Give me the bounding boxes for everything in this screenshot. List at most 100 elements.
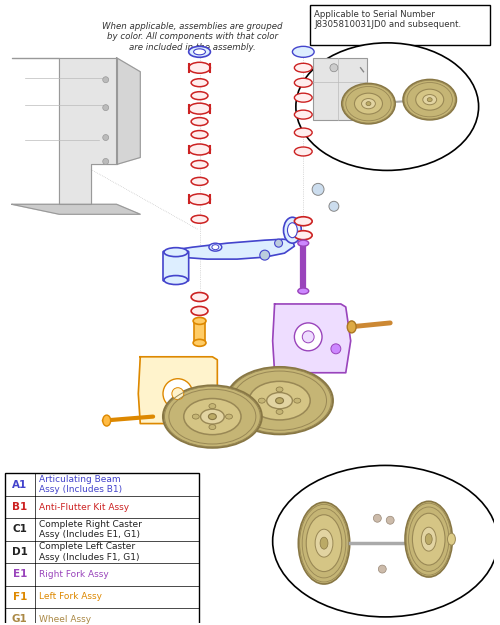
Ellipse shape: [294, 128, 312, 137]
Ellipse shape: [294, 78, 312, 88]
Ellipse shape: [354, 93, 382, 114]
Ellipse shape: [209, 424, 216, 429]
Ellipse shape: [192, 414, 199, 419]
Ellipse shape: [208, 414, 216, 419]
Ellipse shape: [294, 231, 312, 239]
Circle shape: [102, 159, 108, 164]
Text: F1: F1: [12, 592, 27, 602]
Ellipse shape: [191, 215, 208, 223]
Ellipse shape: [191, 118, 208, 126]
Ellipse shape: [191, 292, 208, 301]
Polygon shape: [272, 304, 350, 372]
Ellipse shape: [258, 398, 266, 403]
Ellipse shape: [320, 537, 328, 549]
Ellipse shape: [315, 529, 333, 557]
Circle shape: [302, 331, 314, 343]
Ellipse shape: [294, 398, 301, 403]
Circle shape: [163, 379, 192, 409]
Ellipse shape: [284, 217, 302, 243]
Ellipse shape: [306, 515, 342, 571]
Circle shape: [212, 402, 220, 411]
Ellipse shape: [366, 102, 371, 106]
Text: D1: D1: [12, 547, 28, 557]
Ellipse shape: [298, 240, 308, 246]
Text: B1: B1: [12, 502, 28, 512]
Circle shape: [294, 323, 322, 351]
Ellipse shape: [191, 306, 208, 316]
Circle shape: [331, 344, 341, 354]
Ellipse shape: [412, 513, 445, 565]
Ellipse shape: [164, 276, 188, 284]
Ellipse shape: [296, 43, 478, 171]
Ellipse shape: [294, 110, 312, 119]
Ellipse shape: [191, 79, 208, 87]
Text: Articulating Beam
Assy (Includes B1): Articulating Beam Assy (Includes B1): [38, 475, 121, 494]
Ellipse shape: [226, 367, 333, 434]
Ellipse shape: [212, 244, 219, 249]
Ellipse shape: [188, 194, 210, 205]
Ellipse shape: [292, 46, 314, 58]
Ellipse shape: [342, 84, 395, 124]
Ellipse shape: [188, 144, 210, 155]
Polygon shape: [12, 204, 140, 214]
Ellipse shape: [102, 415, 110, 426]
Ellipse shape: [184, 399, 241, 434]
Polygon shape: [12, 58, 117, 204]
Ellipse shape: [226, 414, 232, 419]
Ellipse shape: [200, 409, 224, 424]
Ellipse shape: [347, 321, 356, 333]
Text: Anti-Flutter Kit Assy: Anti-Flutter Kit Assy: [38, 503, 128, 511]
Ellipse shape: [164, 248, 188, 257]
Ellipse shape: [298, 503, 350, 584]
Ellipse shape: [276, 398, 283, 404]
Text: When applicable, assemblies are grouped
by color. All components with that color: When applicable, assemblies are grouped …: [102, 22, 283, 52]
Ellipse shape: [191, 131, 208, 139]
Ellipse shape: [276, 387, 283, 392]
Ellipse shape: [209, 404, 216, 409]
Polygon shape: [116, 58, 140, 164]
Ellipse shape: [448, 533, 456, 545]
Text: Applicable to Serial Number
J8305810031JD0 and subsequent.: Applicable to Serial Number J8305810031J…: [314, 10, 462, 29]
Ellipse shape: [298, 288, 308, 294]
Polygon shape: [166, 239, 294, 259]
Ellipse shape: [422, 528, 436, 551]
Circle shape: [374, 514, 382, 522]
Text: Left Fork Assy: Left Fork Assy: [38, 592, 102, 601]
Ellipse shape: [294, 93, 312, 102]
Text: Complete Right Caster
Assy (Includes E1, G1): Complete Right Caster Assy (Includes E1,…: [38, 520, 142, 539]
Ellipse shape: [188, 46, 210, 58]
Text: Complete Left Caster
Assy (Includes F1, G1): Complete Left Caster Assy (Includes F1, …: [38, 542, 139, 562]
Ellipse shape: [194, 49, 205, 55]
Text: E1: E1: [12, 569, 27, 579]
Polygon shape: [138, 357, 218, 424]
Text: Wheel Assy: Wheel Assy: [38, 614, 90, 624]
Ellipse shape: [405, 501, 452, 577]
Circle shape: [312, 183, 324, 196]
Ellipse shape: [266, 392, 292, 409]
Ellipse shape: [193, 318, 206, 324]
Circle shape: [330, 64, 338, 72]
Circle shape: [102, 77, 108, 82]
Circle shape: [329, 201, 339, 211]
Circle shape: [182, 407, 190, 414]
Ellipse shape: [191, 177, 208, 186]
Bar: [194, 321, 205, 343]
Ellipse shape: [362, 99, 376, 109]
Ellipse shape: [276, 409, 283, 414]
Circle shape: [274, 239, 282, 247]
Text: Right Fork Assy: Right Fork Assy: [38, 570, 108, 579]
Ellipse shape: [427, 98, 432, 102]
Ellipse shape: [188, 103, 210, 114]
Ellipse shape: [191, 92, 208, 99]
Circle shape: [260, 250, 270, 260]
Circle shape: [196, 409, 203, 417]
Ellipse shape: [249, 381, 310, 420]
Circle shape: [172, 388, 184, 399]
Ellipse shape: [423, 94, 436, 105]
FancyBboxPatch shape: [163, 251, 188, 281]
Ellipse shape: [163, 386, 262, 448]
Bar: [5, 473, 198, 625]
Text: G1: G1: [12, 614, 28, 624]
Ellipse shape: [193, 339, 206, 346]
Ellipse shape: [294, 147, 312, 156]
